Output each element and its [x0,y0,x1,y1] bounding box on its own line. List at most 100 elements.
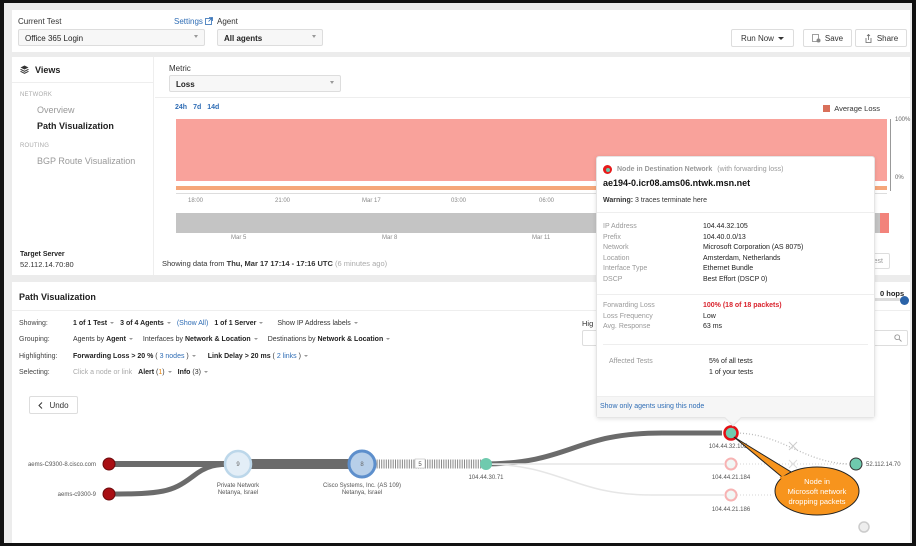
callout-bubble [774,466,860,516]
search-icon [894,334,902,342]
current-time-marker[interactable] [890,119,891,191]
servers-filter[interactable]: 1 of 1 Server [214,320,264,327]
svg-text:Cisco Systems, Inc. (AS 109): Cisco Systems, Inc. (AS 109) [323,483,401,489]
divider [597,212,874,213]
node-type-suffix: (with forwarding loss) [717,166,784,173]
x-tick: 06:00 [539,198,555,204]
section-routing-label: ROUTING [20,143,50,149]
interfaces-grouping[interactable]: Interfaces by Network & Location [143,336,258,343]
svg-text:104.44.32.105: 104.44.32.105 [709,444,748,450]
link-count: 5 [418,462,422,468]
svg-text:104.44.21.184: 104.44.21.184 [712,475,751,481]
showing-range: Thu, Mar 17 17:14 - 17:16 UTC [226,259,333,268]
range-7d[interactable]: 7d [193,104,202,111]
share-label: Share [876,33,899,43]
agent-select[interactable]: All agents [217,29,323,46]
views-sidebar: Views NETWORK Overview Path Visualizatio… [12,57,154,275]
destinations-grouping[interactable]: Destinations by Network & Location [268,336,391,343]
agent-value: All agents [224,34,263,43]
svg-text:Microsoft network: Microsoft network [788,487,847,496]
overview-tick: Mar 11 [532,235,551,241]
overview-tick: Mar 8 [382,235,398,241]
current-test-select[interactable]: Office 365 Login [18,29,205,46]
show-agents-using-node-link[interactable]: Show only agents using this node [600,403,705,410]
undo-label: Undo [49,400,69,410]
tooltip-header: Node in Destination Network (with forwar… [603,165,783,174]
callout-pointer [733,436,798,478]
layers-icon [20,65,29,74]
agent-node [102,487,116,501]
metric-select[interactable]: Loss [169,75,341,92]
chevron-left-icon [38,401,43,409]
run-now-button[interactable]: Run Now [731,29,794,47]
chevron-down-icon [312,35,316,38]
agents-filter[interactable]: 3 of 4 Agents [120,320,171,327]
agent-label: aems-c9300-9 [58,492,97,498]
warning-text: Warning: 3 traces terminate here [603,197,708,204]
metric-value: Loss [176,80,195,89]
show-all-link[interactable]: (Show All) [176,320,209,327]
svg-text:104.44.21.186: 104.44.21.186 [712,507,751,513]
x-tick: 03:00 [451,198,467,204]
showing-data-text: Showing data from Thu, Mar 17 17:14 - 17… [162,259,387,268]
x-tick: Mar 17 [362,198,381,204]
overview-selection[interactable] [880,213,889,233]
test-selector-bar: Current Test Office 365 Login Settings A… [12,10,910,52]
current-test-value: Office 365 Login [25,34,84,43]
share-button[interactable]: Share [855,29,907,47]
svg-text:Node in: Node in [804,477,830,486]
metric-label: Metric [169,64,191,73]
range-14d[interactable]: 14d [207,104,220,111]
divider [597,294,874,295]
node-metrics: Forwarding Loss 100% (18 of 18 packets) L… [603,302,782,330]
views-title: Views [35,64,61,75]
alert-filter[interactable]: Alert (1) [138,369,172,376]
agent-label: aems-C9300-8.cisco.com [28,462,96,468]
selecting-label: Selecting: [19,369,50,376]
path-vis-title: Path Visualization [19,292,96,302]
sidebar-item-path-visualization[interactable]: Path Visualization [37,121,114,131]
showing-prefix: Showing data from [162,259,227,268]
hops-slider-handle[interactable] [900,296,909,305]
svg-text:Netanya, Israel: Netanya, Israel [218,490,258,496]
svg-text:Netanya, Israel: Netanya, Israel [342,490,382,496]
tooltip-footer: Show only agents using this node [597,396,874,417]
tests-filter[interactable]: 1 of 1 Test [73,320,115,327]
svg-text:8: 8 [360,462,364,468]
settings-link[interactable]: Settings [174,17,214,26]
x-tick: 21:00 [275,198,291,204]
node-details: IP Address 104.44.32.105 Prefix 104.40.0.0… [603,223,804,283]
legend-label: Average Loss [834,104,880,113]
link-delay-highlight[interactable]: Link Delay > 20 ms ( 2 links ) [208,353,308,360]
loss-node [724,488,738,502]
save-button[interactable]: Save [803,29,852,47]
sidebar-item-bgp-route-visualization[interactable]: BGP Route Visualization [37,156,136,166]
showing-ago: (6 minutes ago) [335,259,388,268]
save-label: Save [824,33,844,43]
destination-node [849,457,863,471]
agents-grouping[interactable]: Agents by Agent [73,336,133,343]
highlighting-row: Highlighting: Forwarding Loss > 20 % ( 3… [19,353,308,360]
info-filter[interactable]: Info (3) [178,369,208,376]
divider [12,310,910,311]
target-server: Target Server 52.112.14.70:80 [20,251,74,269]
node-details-tooltip: Node in Destination Network (with forwar… [596,156,875,427]
divider [603,344,868,345]
y-tick-100: 100% [895,117,911,123]
private-network-node [223,449,253,479]
selecting-row: Selecting: Click a node or link Alert (1… [19,369,208,376]
target-server-value: 52.112.14.70:80 [20,260,74,269]
hops-label: 0 hops [880,289,905,298]
node-type: Node in Destination Network [617,166,713,173]
chevron-down-icon [330,81,334,84]
sidebar-item-overview[interactable]: Overview [37,105,75,115]
x-axis [176,193,887,194]
x-tick: 18:00 [188,198,204,204]
range-24h[interactable]: 24h [175,104,188,111]
undo-button[interactable]: Undo [29,396,78,414]
ip-labels-toggle[interactable]: Show IP Address labels [277,320,358,327]
legend-swatch [823,105,831,112]
highlight-search-label: Hig [582,319,594,328]
forwarding-loss-highlight[interactable]: Forwarding Loss > 20 % ( 3 nodes ) [73,353,196,360]
grouping-row: Grouping: Agents by Agent Interfaces by … [19,336,391,343]
